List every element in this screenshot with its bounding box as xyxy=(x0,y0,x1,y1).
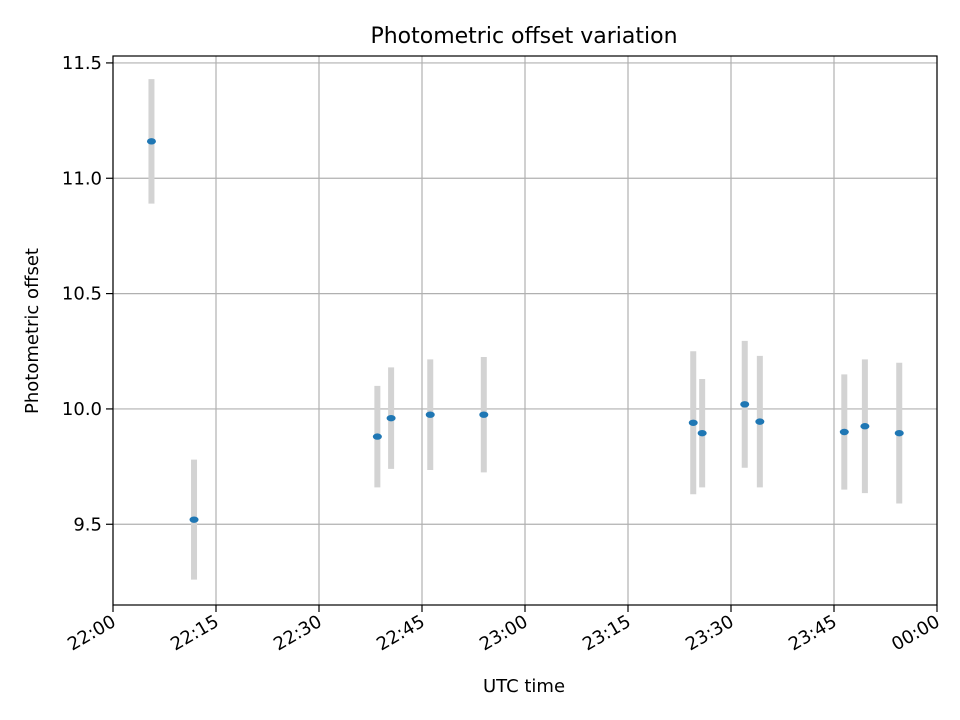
data-points xyxy=(146,138,904,523)
data-point xyxy=(479,411,489,418)
data-point xyxy=(839,428,849,436)
data-point xyxy=(386,414,396,422)
x-tick-label: 23:15 xyxy=(579,611,634,655)
y-axis-label: Photometric offset xyxy=(22,248,43,414)
y-tick-label: 10.0 xyxy=(62,399,102,420)
x-tick-label: 22:45 xyxy=(373,611,428,655)
x-tick-label: 22:00 xyxy=(64,611,119,655)
x-tick-label: 22:15 xyxy=(167,611,222,655)
data-point xyxy=(372,433,382,440)
chart-title: Photometric offset variation xyxy=(370,24,677,49)
grid-lines xyxy=(112,56,938,605)
data-point xyxy=(688,419,698,426)
data-point xyxy=(755,418,765,425)
y-axis-ticks: 9.5 10.0 10.5 11.0 11.5 xyxy=(62,53,113,535)
x-tick-label: 23:45 xyxy=(785,611,840,655)
data-point xyxy=(697,429,707,437)
data-point xyxy=(425,411,435,418)
y-tick-label: 11.5 xyxy=(62,53,102,74)
data-point xyxy=(740,401,750,408)
x-tick-label: 23:00 xyxy=(476,611,531,655)
y-tick-label: 11.0 xyxy=(62,168,102,189)
x-axis-label: UTC time xyxy=(483,676,565,697)
data-point xyxy=(189,516,199,523)
x-tick-label: 22:30 xyxy=(270,611,325,655)
x-tick-label: 00:00 xyxy=(888,611,943,655)
x-axis-ticks: 22:00 22:15 22:30 22:45 23:00 23:15 23:30 23:45… xyxy=(64,605,944,655)
data-point xyxy=(860,423,870,430)
y-tick-label: 9.5 xyxy=(73,514,102,535)
data-point xyxy=(894,429,904,437)
y-tick-label: 10.5 xyxy=(62,284,102,305)
x-tick-label: 23:30 xyxy=(682,611,737,655)
data-point xyxy=(146,138,156,145)
